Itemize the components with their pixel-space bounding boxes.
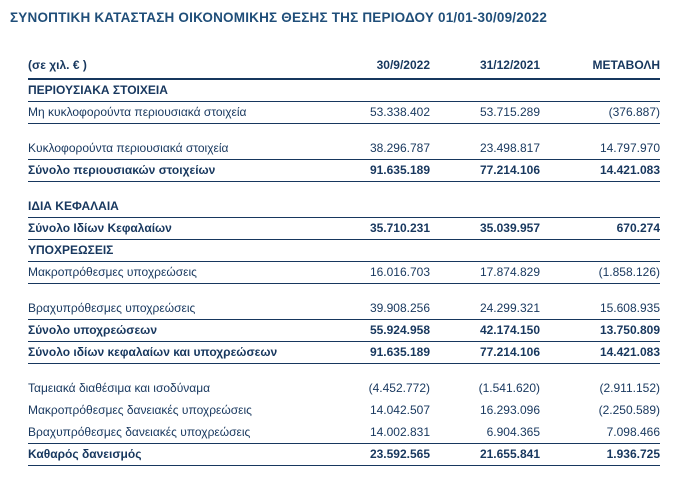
value-change: 1.936.725 bbox=[540, 443, 660, 466]
financial-position-table: (σε χιλ. € ) 30/9/2022 31/12/2021 ΜΕΤΑΒΟ… bbox=[28, 49, 660, 466]
empty-cell bbox=[540, 79, 660, 102]
column-header-current-period: 30/9/2022 bbox=[328, 49, 430, 80]
financial-statement-page: ΣΥΝΟΠΤΙΚΗ ΚΑΤΑΣΤΑΣΗ ΟΙΚΟΝΟΜΙΚΗΣ ΘΕΣΗΣ ΤΗ… bbox=[10, 10, 660, 466]
section-row-equity: ΙΔΙΑ ΚΕΦΑΛΑΙΑ bbox=[28, 195, 660, 218]
empty-cell bbox=[328, 79, 430, 102]
row-label: Μακροπρόθεσμες δανειακές υποχρεώσεις bbox=[28, 403, 252, 417]
row-label: Σύνολο περιουσιακών στοιχείων bbox=[28, 159, 328, 182]
row-label: Βραχυπρόθεσμες υποχρεώσεις bbox=[28, 297, 328, 320]
row-label: Καθαρός δανεισμός bbox=[28, 443, 328, 466]
empty-cell bbox=[430, 195, 540, 218]
empty-cell bbox=[540, 239, 660, 262]
row-label: Μακροπρόθεσμες υποχρεώσεις bbox=[28, 261, 328, 284]
section-row-liabilities: ΥΠΟΧΡΕΩΣΕΙΣ bbox=[28, 239, 660, 262]
value-change: 15.608.935 bbox=[540, 297, 660, 320]
value-prior: 42.174.150 bbox=[430, 319, 540, 342]
value-prior: (1.541.620) bbox=[478, 381, 540, 395]
section-label: ΙΔΙΑ ΚΕΦΑΛΑΙΑ bbox=[28, 195, 328, 218]
table-header-row: (σε χιλ. € ) 30/9/2022 31/12/2021 ΜΕΤΑΒΟ… bbox=[28, 49, 660, 80]
value-change: 14.421.083 bbox=[540, 341, 660, 364]
value-prior: 77.214.106 bbox=[430, 341, 540, 364]
spacer-row bbox=[28, 363, 660, 377]
value-prior: 77.214.106 bbox=[430, 159, 540, 182]
row-label: Βραχυπρόθεσμες δανειακές υποχρεώσεις bbox=[28, 421, 328, 444]
spacer-row bbox=[28, 283, 660, 297]
row-label: Ταμειακά διαθέσιμα και ισοδύναμα bbox=[28, 381, 211, 395]
value-change: (2.250.589) bbox=[598, 403, 660, 417]
value-change: 14.421.083 bbox=[540, 159, 660, 182]
value-current: 35.710.231 bbox=[328, 217, 430, 240]
value-current: (4.452.772) bbox=[368, 381, 430, 395]
table-row-short-term-liabilities: Βραχυπρόθεσμες υποχρεώσεις 39.908.256 24… bbox=[28, 297, 660, 320]
total-row-liabilities: Σύνολο υποχρεώσεων 55.924.958 42.174.150… bbox=[28, 319, 660, 342]
value-prior: 53.715.289 bbox=[430, 101, 540, 124]
value-change: (376.887) bbox=[540, 101, 660, 124]
value-current: 39.908.256 bbox=[328, 297, 430, 320]
value-current: 23.592.565 bbox=[328, 443, 430, 466]
value-change: 670.274 bbox=[540, 217, 660, 240]
column-header-prior-period: 31/12/2021 bbox=[430, 49, 540, 80]
total-row-assets: Σύνολο περιουσιακών στοιχείων 91.635.189… bbox=[28, 159, 660, 182]
section-row-assets: ΠΕΡΙΟΥΣΙΑΚΑ ΣΤΟΙΧΕΙΑ bbox=[28, 79, 660, 102]
value-current: 91.635.189 bbox=[328, 159, 430, 182]
value-prior: 23.498.817 bbox=[430, 137, 540, 160]
unit-label: (σε χιλ. € ) bbox=[28, 49, 328, 80]
value-prior: 17.874.829 bbox=[430, 261, 540, 284]
value-prior: 35.039.957 bbox=[430, 217, 540, 240]
row-label: Σύνολο ιδίων κεφαλαίων και υποχρεώσεων bbox=[28, 341, 328, 364]
value-change: (1.858.126) bbox=[540, 261, 660, 284]
table-row-current-assets: Κυκλοφορούντα περιουσιακά στοιχεία 38.29… bbox=[28, 137, 660, 160]
section-label: ΠΕΡΙΟΥΣΙΑΚΑ ΣΤΟΙΧΕΙΑ bbox=[28, 79, 328, 102]
spacer-row bbox=[28, 181, 660, 195]
row-label: Σύνολο υποχρεώσεων bbox=[28, 319, 328, 342]
value-current: 38.296.787 bbox=[328, 137, 430, 160]
value-change: 13.750.809 bbox=[540, 319, 660, 342]
total-row-net-debt: Καθαρός δανεισμός 23.592.565 21.655.841 … bbox=[28, 443, 660, 466]
table-row-non-current-assets: Μη κυκλοφορούντα περιουσιακά στοιχεία 53… bbox=[28, 101, 660, 124]
row-label: Μη κυκλοφορούντα περιουσιακά στοιχεία bbox=[28, 101, 328, 124]
table-row-cash-equivalents: Ταμειακά διαθέσιμα και ισοδύναμα (4.452.… bbox=[28, 377, 660, 399]
empty-cell bbox=[328, 239, 430, 262]
value-change: 14.797.970 bbox=[540, 137, 660, 160]
empty-cell bbox=[328, 195, 430, 218]
table-row-long-term-liabilities: Μακροπρόθεσμες υποχρεώσεις 16.016.703 17… bbox=[28, 261, 660, 284]
value-current: 14.042.507 bbox=[369, 403, 430, 417]
page-title: ΣΥΝΟΠΤΙΚΗ ΚΑΤΑΣΤΑΣΗ ΟΙΚΟΝΟΜΙΚΗΣ ΘΕΣΗΣ ΤΗ… bbox=[10, 10, 548, 25]
value-current: 16.016.703 bbox=[328, 261, 430, 284]
column-header-change: ΜΕΤΑΒΟΛΗ bbox=[540, 49, 660, 80]
value-change: (2.911.152) bbox=[599, 381, 661, 395]
table-row-long-term-debt: Μακροπρόθεσμες δανειακές υποχρεώσεις 14.… bbox=[28, 399, 660, 421]
value-prior: 21.655.841 bbox=[430, 443, 540, 466]
value-current: 53.338.402 bbox=[328, 101, 430, 124]
section-label: ΥΠΟΧΡΕΩΣΕΙΣ bbox=[28, 239, 328, 262]
total-row-equity-and-liabilities: Σύνολο ιδίων κεφαλαίων και υποχρεώσεων 9… bbox=[28, 341, 660, 364]
value-current: 14.002.831 bbox=[328, 421, 430, 444]
value-current: 55.924.958 bbox=[328, 319, 430, 342]
spacer-cell bbox=[28, 181, 660, 195]
spacer-cell bbox=[28, 123, 660, 137]
row-label: Κυκλοφορούντα περιουσιακά στοιχεία bbox=[28, 137, 328, 160]
table-row-short-term-debt: Βραχυπρόθεσμες δανειακές υποχρεώσεις 14.… bbox=[28, 421, 660, 444]
spacer-row bbox=[28, 123, 660, 137]
value-prior: 6.904.365 bbox=[430, 421, 540, 444]
value-current: 91.635.189 bbox=[328, 341, 430, 364]
row-label: Σύνολο Ιδίων Κεφαλαίων bbox=[28, 217, 328, 240]
total-row-equity: Σύνολο Ιδίων Κεφαλαίων 35.710.231 35.039… bbox=[28, 217, 660, 240]
empty-cell bbox=[540, 195, 660, 218]
value-change: 7.098.466 bbox=[540, 421, 660, 444]
spacer-cell bbox=[28, 363, 660, 377]
spacer-cell bbox=[28, 283, 660, 297]
value-prior: 16.293.096 bbox=[479, 403, 540, 417]
empty-cell bbox=[430, 239, 540, 262]
value-prior: 24.299.321 bbox=[430, 297, 540, 320]
empty-cell bbox=[430, 79, 540, 102]
